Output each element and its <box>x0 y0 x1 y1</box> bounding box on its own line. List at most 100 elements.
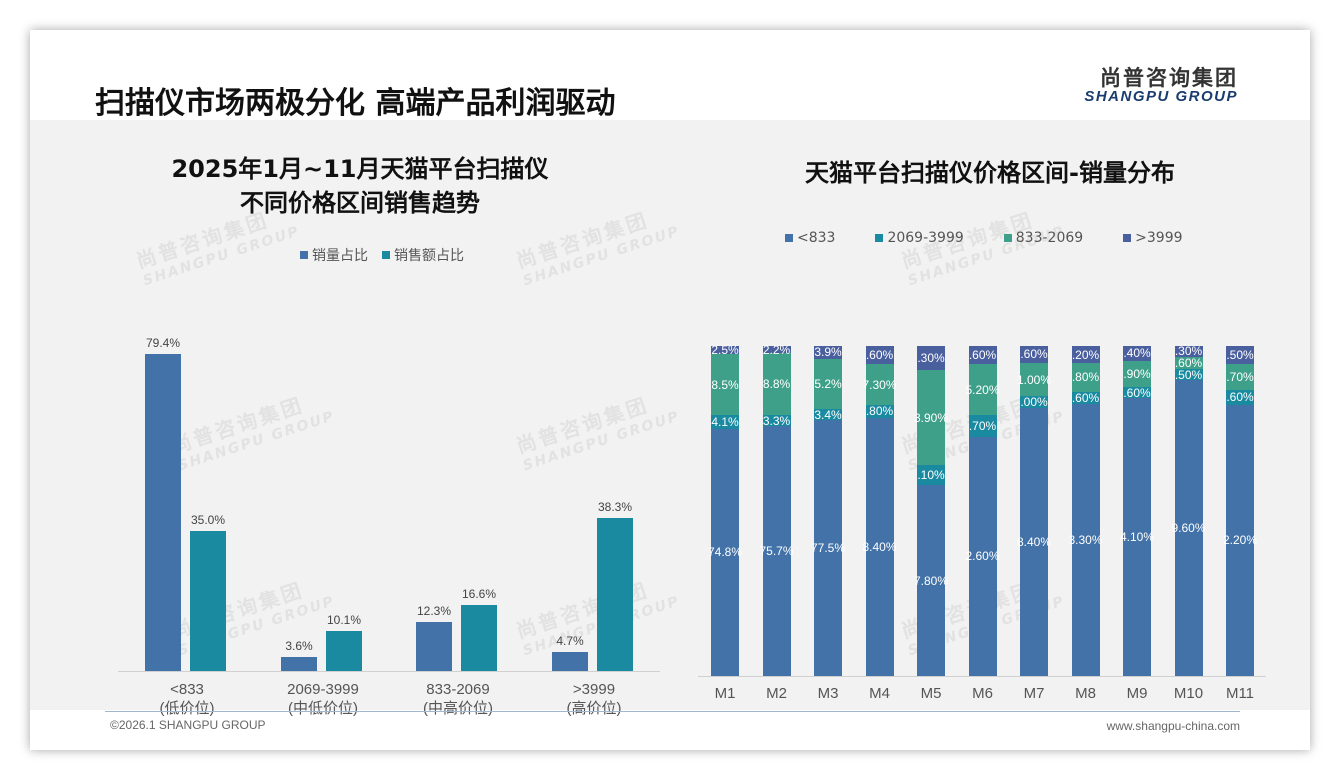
bar-segment: 5.2% <box>814 358 842 410</box>
x-month-label: M5 <box>920 685 942 702</box>
x-category-label: >3999 (高价位) <box>566 681 622 717</box>
bar-segment: .90% <box>1123 360 1151 387</box>
bar-segment: 8.40% <box>862 417 897 676</box>
stacked-bar: 7.80% .10% 3.90% .30% <box>913 346 949 676</box>
bar-segment: 74.8% <box>708 428 742 676</box>
content-area: 尚普咨询集团 SHANGPU GROUP 尚普咨询集团 SHANGPU GROUP … <box>30 120 1310 717</box>
segment-label: .60% <box>1071 390 1100 405</box>
bar-segment: .50% <box>1226 346 1254 365</box>
stacked-bar: 4.10% .60% .90% .40% <box>1120 346 1154 676</box>
segment-label: .40% <box>1123 346 1151 361</box>
x-month-label: M8 <box>1075 685 1096 702</box>
x-month-label: M7 <box>1023 685 1045 702</box>
bar-segment: 2.2% <box>762 343 791 357</box>
x-category-label: 2069-3999 (中低价位) <box>287 681 359 717</box>
bar-segment: .60% <box>1174 355 1203 370</box>
legend-item: 2069-3999 <box>875 230 964 246</box>
segment-label: .10% <box>917 468 945 483</box>
segment-label: 2.5% <box>711 343 739 358</box>
segment-label: .90% <box>1123 366 1151 381</box>
logo-cn: 尚普咨询集团 <box>1100 66 1238 90</box>
bar-segment: 2.20% <box>1222 404 1258 676</box>
segment-label: .00% <box>1020 395 1048 410</box>
volume-bar <box>281 656 317 671</box>
legend-item: 833-2069 <box>1003 230 1083 246</box>
stacked-bar: 9.60% .50% .60% .30% <box>1171 344 1206 676</box>
segment-label: .70% <box>1226 369 1254 384</box>
bar-segment: .40% <box>1123 346 1151 361</box>
volume-bar <box>416 621 452 671</box>
segment-label: 2.20% <box>1222 533 1258 548</box>
left-chart-legend: 销量占比 销售额占比 <box>300 245 464 265</box>
x-month-label: M10 <box>1173 685 1204 702</box>
bar-segment: 3.3% <box>762 413 791 428</box>
segment-label: .60% <box>1020 347 1048 362</box>
x-month-label: M4 <box>869 685 890 702</box>
bar-value-label: 38.3% <box>597 500 633 515</box>
x-month-label: M2 <box>766 685 787 702</box>
bar-segment: .00% <box>1020 395 1048 410</box>
segment-label: .80% <box>1071 370 1100 385</box>
volume-bar <box>145 354 181 671</box>
bar-segment: 1.00% <box>1016 362 1052 397</box>
segment-label: .80% <box>865 404 894 419</box>
segment-label: 3.90% <box>913 410 949 425</box>
x-month-label: M6 <box>972 685 993 702</box>
segment-label: 2.60% <box>965 549 1000 564</box>
stacked-bar: 2.60% .70% 5.20% .60% <box>965 346 1000 676</box>
bar-segment: 8.8% <box>762 353 791 416</box>
footer-copyright: ©2026.1 SHANGPU GROUP <box>110 718 266 732</box>
stacked-bar: 3.30% .60% .80% .20% <box>1068 346 1103 676</box>
segment-label: 5.20% <box>965 382 1000 397</box>
segment-label: 3.9% <box>814 345 842 360</box>
bar-segment: .60% <box>1226 389 1254 405</box>
left-chart-title: 2025年1月~11月天猫平台扫描仪 不同价格区间销售趋势 <box>171 155 549 217</box>
bar-segment: .60% <box>1071 390 1100 405</box>
bar-segment: 3.90% <box>913 370 949 466</box>
legend-swatch <box>382 251 390 259</box>
bar-value-label: 3.6% <box>285 638 313 653</box>
segment-label: 8.5% <box>711 377 739 392</box>
bar-segment: .70% <box>1226 364 1254 390</box>
sales-bar <box>597 518 633 671</box>
legend-item: 销量占比 <box>300 245 368 265</box>
x-month-label: M1 <box>714 685 736 702</box>
bar-value-label: 10.1% <box>326 612 362 627</box>
bar-segment: 7.30% <box>862 364 897 405</box>
bar-value-label: 35.0% <box>190 513 226 528</box>
segment-label: .60% <box>1226 390 1254 405</box>
right-chart-legend: <833 2069-3999 833-2069 >3999 <box>785 230 1183 246</box>
segment-label: 2.2% <box>762 342 791 357</box>
left-x-axis <box>118 671 660 672</box>
segment-label: 9.60% <box>1171 521 1206 536</box>
segment-label: 3.3% <box>762 413 791 428</box>
sales-bar <box>190 531 226 671</box>
segment-label: 1.00% <box>1016 372 1052 387</box>
bar-segment: 77.5% <box>811 420 845 676</box>
page-title: 扫描仪市场两极分化 高端产品利润驱动 <box>95 86 616 121</box>
bar-segment: .60% <box>1123 385 1151 400</box>
x-category-label: 833-2069 (中高价位) <box>423 681 493 717</box>
segment-label: 7.80% <box>913 573 949 588</box>
segment-label: 75.7% <box>759 544 794 559</box>
segment-label: 4.1% <box>711 415 739 430</box>
segment-label: 3.4% <box>814 407 842 422</box>
segment-label: .60% <box>1123 385 1151 400</box>
legend-item: >3999 <box>1123 230 1183 246</box>
logo-en: SHANGPU GROUP <box>1084 88 1238 105</box>
segment-label: 5.2% <box>814 376 842 391</box>
bar-segment: 8.5% <box>711 354 739 416</box>
stacked-bar: 8.40% .00% 1.00% .60% <box>1016 346 1052 676</box>
bar-segment: .30% <box>917 346 945 371</box>
sales-bar <box>326 630 362 671</box>
bar-segment: .80% <box>1071 363 1100 392</box>
segment-label: .20% <box>1071 347 1100 362</box>
segment-label: .50% <box>1226 348 1254 363</box>
right-x-axis <box>698 676 1266 677</box>
segment-label: 8.40% <box>862 539 897 554</box>
sales-bar <box>461 604 497 671</box>
segment-label: .60% <box>1174 355 1203 370</box>
bar-segment: 3.4% <box>814 407 842 422</box>
legend-item: <833 <box>785 230 835 246</box>
stacked-bar: 77.5% 3.4% 5.2% 3.9% <box>811 345 845 676</box>
